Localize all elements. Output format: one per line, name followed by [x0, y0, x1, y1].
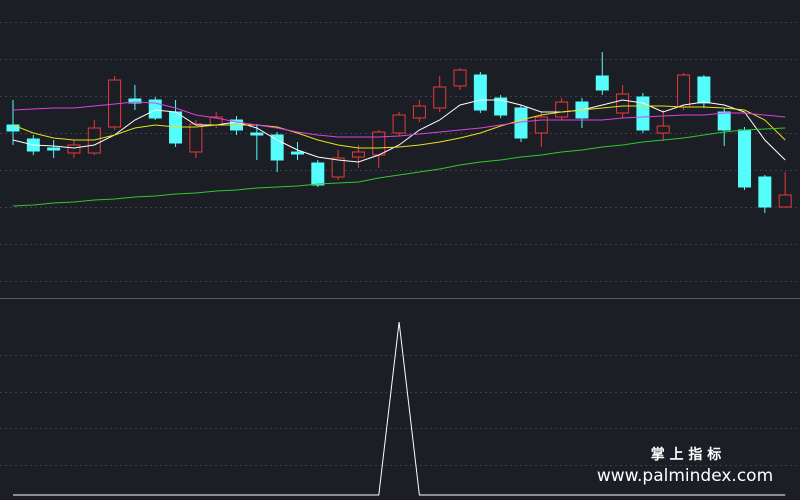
- candle-body: [67, 144, 81, 154]
- candle-body: [697, 76, 711, 104]
- candle-body: [290, 151, 304, 155]
- candle-body: [433, 86, 447, 109]
- candle-body: [47, 147, 61, 151]
- plot: [0, 22, 800, 496]
- watermark-title: 掌 上 指 标: [651, 446, 722, 463]
- candle-body: [148, 99, 162, 119]
- candle-body: [534, 116, 548, 134]
- candle-body: [738, 129, 752, 188]
- candle-body: [128, 98, 142, 104]
- candle-body: [616, 93, 630, 114]
- candle-body: [717, 111, 731, 131]
- candle-body: [656, 125, 670, 134]
- candle-body: [677, 74, 691, 108]
- candle-body: [372, 131, 386, 156]
- candle-body: [412, 105, 426, 119]
- indicator-line: [12, 101, 786, 138]
- candle-body: [331, 157, 345, 178]
- candle-body: [6, 124, 20, 132]
- candle-body: [270, 134, 284, 161]
- candle-body: [392, 114, 406, 134]
- candle-body: [778, 194, 792, 208]
- indicator-line: [13, 321, 786, 496]
- indicator-line: [12, 105, 786, 149]
- candle-body: [555, 101, 569, 118]
- candle-body: [595, 75, 609, 91]
- candle-body: [494, 97, 508, 116]
- candle-body: [758, 176, 772, 208]
- candle-body: [311, 162, 325, 186]
- indicator-line: [12, 99, 786, 163]
- candle-body: [636, 96, 650, 131]
- candle-body: [351, 151, 365, 158]
- candle-body: [189, 123, 203, 153]
- candle-body: [453, 69, 467, 87]
- candle-body: [473, 74, 487, 111]
- watermark-url: www.palmindex.com: [597, 466, 773, 486]
- candle-body: [250, 132, 264, 136]
- indicator-line: [12, 127, 786, 207]
